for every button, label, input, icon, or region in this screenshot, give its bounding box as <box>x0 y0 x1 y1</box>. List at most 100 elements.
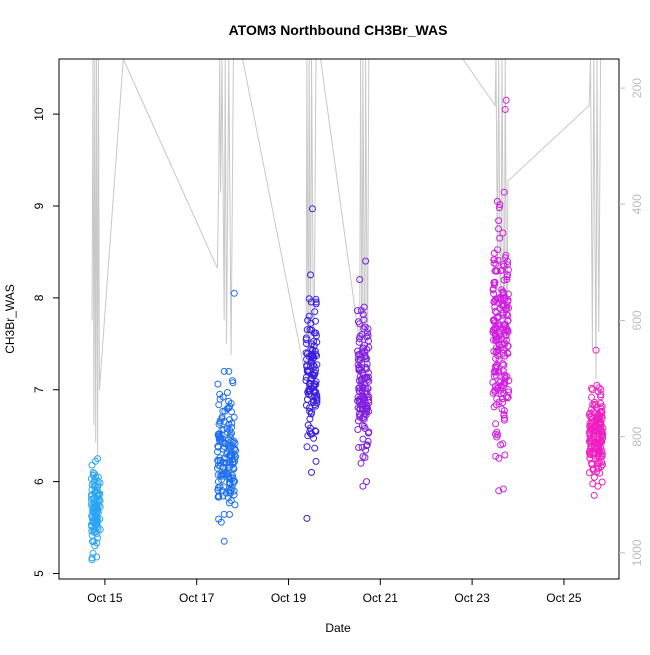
data-point-6 <box>590 491 598 499</box>
data-point-5 <box>496 378 504 386</box>
axes-layer: 5 6 7 8 9 10 Oct 15 Oct 17 Oct 19 Oct 21 Oct 23 Oct… <box>32 58 644 605</box>
data-point-6 <box>589 401 597 408</box>
data-point-6 <box>598 407 605 415</box>
data-point-4 <box>353 307 361 315</box>
data-point-5 <box>500 361 508 369</box>
chart-title: ATOM3 Northbound CH3Br_WAS <box>229 22 448 38</box>
data-point-5 <box>491 307 499 315</box>
data-point-4 <box>363 478 370 486</box>
data-point-3 <box>311 444 319 452</box>
data-point-2 <box>215 515 223 523</box>
data-point-2 <box>218 413 226 421</box>
data-point-3 <box>310 354 318 362</box>
data-point-3 <box>306 387 313 395</box>
data-point-5 <box>497 382 505 390</box>
data-point-2 <box>214 471 222 479</box>
x-axis-label: Date <box>325 621 351 635</box>
data-point-5 <box>501 254 509 262</box>
data-point-5 <box>504 312 512 319</box>
data-point-6 <box>588 384 595 392</box>
data-point-6 <box>588 393 595 401</box>
data-point-5 <box>496 234 504 242</box>
data-point-2 <box>220 367 228 375</box>
data-point-2 <box>214 380 222 388</box>
data-point-6 <box>595 384 603 392</box>
data-point-6 <box>592 400 600 408</box>
data-point-1 <box>90 537 98 545</box>
data-point-3 <box>304 432 312 440</box>
data-point-5 <box>495 332 503 340</box>
data-point-6 <box>587 442 595 450</box>
data-point-3 <box>308 374 316 382</box>
data-point-2 <box>217 471 225 479</box>
data-point-4 <box>364 429 372 437</box>
data-point-6 <box>595 442 603 450</box>
y-tick-label: 10 <box>32 107 46 121</box>
data-point-2 <box>219 445 227 453</box>
data-point-6 <box>586 409 594 417</box>
data-point-4 <box>365 337 372 345</box>
data-point-1 <box>95 491 103 499</box>
data-point-6 <box>594 415 602 423</box>
data-point-5 <box>504 290 512 298</box>
plot-frame <box>58 58 620 580</box>
data-point-5 <box>500 411 508 419</box>
data-point-5 <box>495 313 503 321</box>
data-point-3 <box>312 295 320 303</box>
data-point-4 <box>354 355 362 363</box>
data-point-5 <box>497 390 505 398</box>
data-point-2 <box>224 470 232 478</box>
data-point-5 <box>500 407 508 415</box>
data-point-2 <box>229 464 237 472</box>
data-point-3 <box>308 205 316 213</box>
data-point-4 <box>363 365 371 373</box>
data-point-5 <box>500 276 508 284</box>
data-point-2 <box>216 390 224 398</box>
data-point-6 <box>595 435 603 443</box>
data-point-4 <box>363 442 371 450</box>
data-point-4 <box>359 482 367 490</box>
x-tick-label: Oct 25 <box>546 591 582 605</box>
data-point-5 <box>501 451 509 459</box>
data-point-5 <box>490 403 498 411</box>
data-point-6 <box>585 437 593 445</box>
data-point-4 <box>362 446 370 454</box>
data-point-4 <box>359 435 367 443</box>
data-point-5 <box>493 433 501 441</box>
data-point-6 <box>598 478 606 486</box>
data-point-3 <box>312 457 320 465</box>
data-point-2 <box>216 454 224 462</box>
data-point-3 <box>308 408 316 416</box>
data-point-4 <box>363 346 371 353</box>
data-point-1 <box>94 534 101 542</box>
data-point-2 <box>214 457 222 465</box>
data-point-5 <box>494 246 502 254</box>
data-point-4 <box>363 355 370 363</box>
data-point-1 <box>90 470 98 478</box>
data-point-1 <box>88 554 96 562</box>
data-point-5 <box>498 286 506 294</box>
data-point-2 <box>226 480 234 488</box>
data-point-6 <box>588 405 596 413</box>
data-point-5 <box>499 229 507 237</box>
data-point-5 <box>499 485 507 493</box>
data-point-4 <box>358 404 366 411</box>
data-point-2 <box>220 537 228 545</box>
data-point-5 <box>494 320 502 328</box>
data-point-3 <box>305 352 313 360</box>
data-point-1 <box>95 496 102 504</box>
data-point-2 <box>230 413 238 421</box>
data-point-2 <box>220 483 228 491</box>
data-point-5 <box>490 325 498 333</box>
data-point-4 <box>364 325 372 333</box>
data-point-1 <box>96 479 104 487</box>
data-point-4 <box>360 303 368 311</box>
data-point-5 <box>502 251 510 259</box>
data-point-5 <box>491 296 499 304</box>
data-point-6 <box>598 452 606 460</box>
data-point-3 <box>312 298 320 306</box>
data-point-5 <box>500 188 508 196</box>
data-point-4 <box>356 332 364 340</box>
